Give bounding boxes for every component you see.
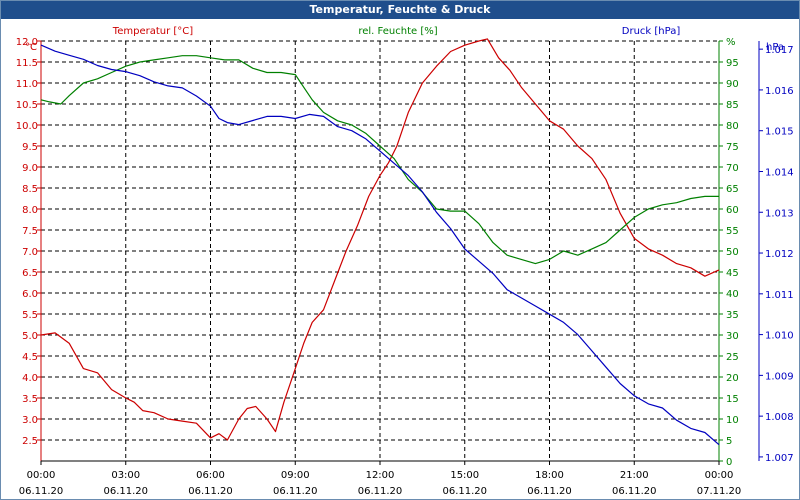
humidity-tick-label: 5: [726, 436, 732, 447]
humidity-tick-label: 75: [726, 142, 739, 153]
pressure-tick-label: 1.013: [765, 208, 794, 219]
humidity-tick-label: %: [726, 37, 736, 48]
humidity-tick-label: 95: [726, 58, 739, 69]
date-tick-label: 07.11.20: [697, 486, 742, 497]
temp-tick-label: 5.5: [22, 310, 38, 321]
temp-tick-label: 2.5: [22, 436, 38, 447]
temp-tick-label: 3.5: [22, 394, 38, 405]
temp-tick-label: 11.0: [16, 79, 38, 90]
pressure-tick-label: 1.008: [765, 412, 794, 423]
series-line-pressure: [40, 44, 720, 446]
date-tick-label: 06.11.20: [612, 486, 657, 497]
time-tick-label: 21:00: [620, 470, 649, 481]
time-tick-label: 06:00: [196, 470, 225, 481]
temp-tick-label: 4.5: [22, 352, 38, 363]
pressure-tick-label: 1.015: [765, 127, 794, 138]
date-tick-label: 06.11.20: [358, 486, 403, 497]
date-tick-label: 06.11.20: [273, 486, 318, 497]
axis-labels: °C Temperatur [°C] rel. Feuchte [%] Druck […: [25, 26, 784, 53]
pressure-tick-label: 1.009: [765, 371, 794, 382]
humidity-tick-label: 60: [726, 205, 739, 216]
time-tick-label: 15:00: [450, 470, 479, 481]
time-tick-label: 18:00: [535, 470, 564, 481]
humidity-tick-label: 0: [726, 457, 732, 468]
date-tick-label: 06.11.20: [442, 486, 487, 497]
pressure-tick-label: 1.011: [765, 290, 794, 301]
temp-tick-label: 10.5: [16, 100, 38, 111]
temp-tick-label: 6.0: [22, 289, 38, 300]
time-tick-label: 00:00: [705, 470, 734, 481]
pressure-tick-label: 1.012: [765, 249, 794, 260]
date-tick-label: 06.11.20: [188, 486, 233, 497]
humidity-tick-label: 35: [726, 310, 739, 321]
temp-tick-label: 10.0: [16, 121, 38, 132]
pressure-tick-label: 1.007: [765, 453, 794, 464]
temp-tick-label: 6.5: [22, 268, 38, 279]
time-tick-label: 12:00: [366, 470, 395, 481]
humidity-tick-label: 25: [726, 352, 739, 363]
humidity-tick-label: 10: [726, 415, 739, 426]
temp-tick-label: 4.0: [22, 373, 38, 384]
pressure-tick-label: 1.010: [765, 331, 794, 342]
temp-tick-label: 5.0: [22, 331, 38, 342]
time-tick-label: 00:00: [27, 470, 56, 481]
chart-title: Temperatur, Feuchte & Druck: [1, 1, 799, 19]
temp-tick-label: 11.5: [16, 58, 38, 69]
grid-lines: [41, 40, 719, 461]
humidity-tick-label: 30: [726, 331, 739, 342]
pressure-tick-label: 1.016: [765, 86, 794, 97]
humidity-tick-label: 80: [726, 121, 739, 132]
temp-tick-label: 8.0: [22, 205, 38, 216]
temp-tick-label: 3.0: [22, 415, 38, 426]
temp-tick-label: 9.5: [22, 142, 38, 153]
temp-tick-label: 12.0: [16, 37, 38, 48]
series-group: [40, 38, 720, 446]
date-tick-label: 06.11.20: [19, 486, 64, 497]
time-tick-label: 03:00: [111, 470, 140, 481]
pressure-axis: 1.007 1.008 1.009 1.010 1.011 1.012 1.013 1.014…: [759, 45, 794, 464]
temp-tick-label: 7.5: [22, 226, 38, 237]
temperature-axis-title: Temperatur [°C]: [112, 26, 193, 37]
humidity-tick-label: 90: [726, 79, 739, 90]
humidity-tick-label: 55: [726, 226, 739, 237]
temp-tick-label: 9.0: [22, 163, 38, 174]
temp-tick-label: 7.0: [22, 247, 38, 258]
humidity-tick-label: 65: [726, 184, 739, 195]
humidity-tick-label: 20: [726, 373, 739, 384]
humidity-tick-label: 45: [726, 268, 739, 279]
humidity-tick-label: 15: [726, 394, 739, 405]
pressure-unit-label: hPa: [766, 42, 784, 53]
pressure-tick-label: 1.017: [765, 45, 794, 56]
humidity-tick-label: 40: [726, 289, 739, 300]
temperature-axis: 2.5 3.0 3.5 4.0 4.5 5.0 5.5 6.0 6.5 7.0 7.5 8.0 8.5 9…: [16, 37, 41, 447]
temp-tick-label: 8.5: [22, 184, 38, 195]
date-tick-label: 06.11.20: [527, 486, 572, 497]
humidity-tick-label: 70: [726, 163, 739, 174]
humidity-axis: 0 5 10 15 20 25 30 35 40 45 50 55 60 65 70 75 80 85 90 95%: [719, 37, 739, 468]
pressure-axis-title: Druck [hPa]: [622, 26, 681, 37]
humidity-axis-title: rel. Feuchte [%]: [358, 26, 437, 37]
time-axis: 00:00 06.11.20 03:00 06.11.20 06:00 06.11.20 0…: [19, 461, 742, 497]
humidity-tick-label: 85: [726, 100, 739, 111]
humidity-tick-label: 50: [726, 247, 739, 258]
series-line-humidity: [40, 55, 719, 265]
date-tick-label: 06.11.20: [103, 486, 148, 497]
series-line-temperature: [40, 38, 720, 441]
pressure-tick-label: 1.014: [765, 167, 794, 178]
temperature-unit-label: °C: [25, 42, 37, 53]
time-tick-label: 09:00: [281, 470, 310, 481]
